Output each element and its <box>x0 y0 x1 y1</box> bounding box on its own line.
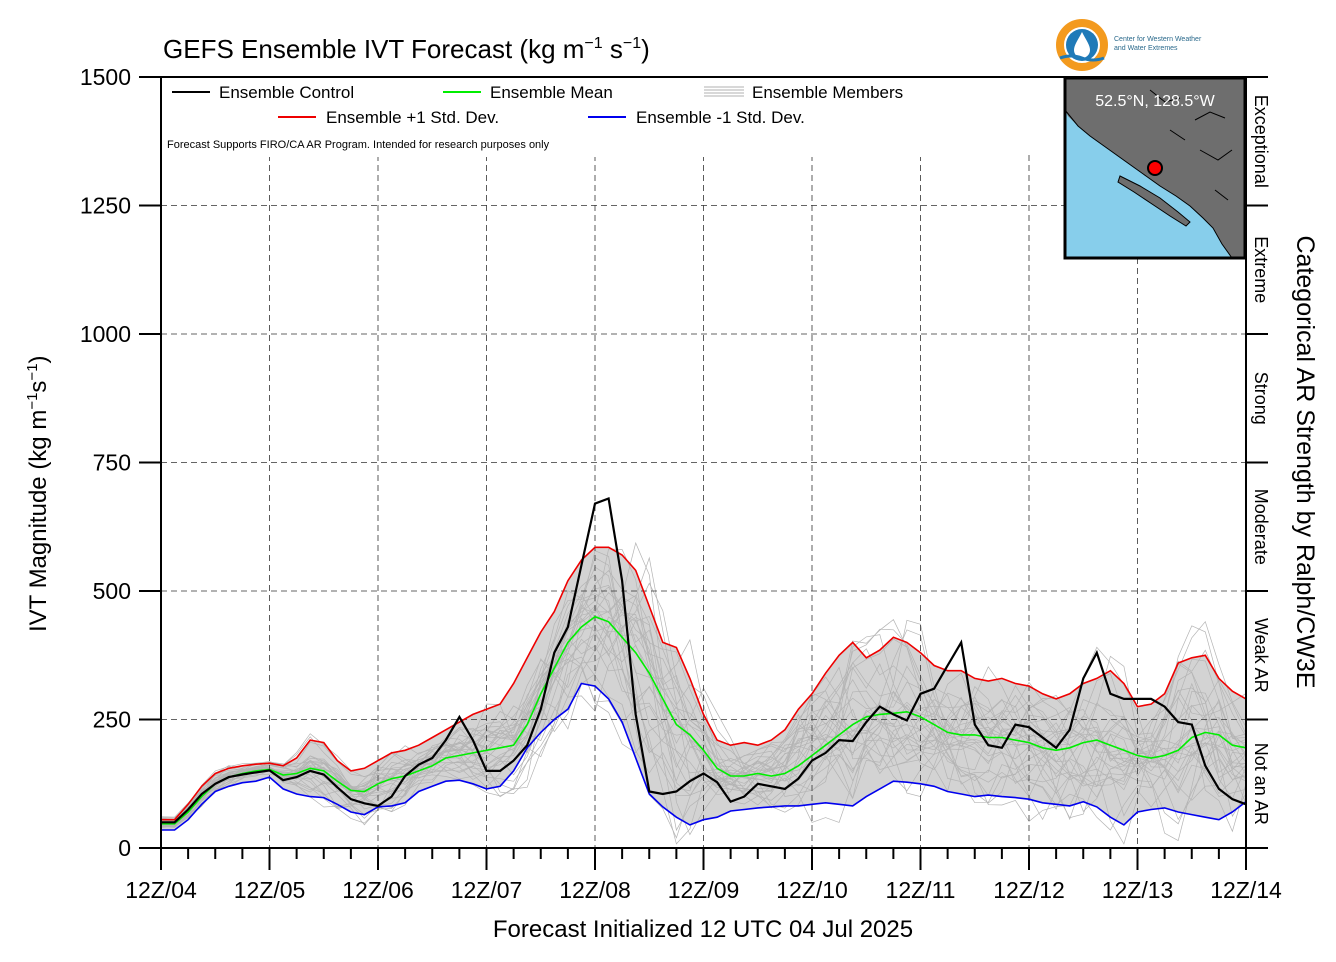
x-tick-label: 12Z/04 <box>125 877 197 903</box>
ylabel-sup-1: −1 <box>24 393 41 410</box>
category-label: Not an AR <box>1251 743 1271 825</box>
ensemble-mean-line <box>161 615 1247 825</box>
category-label: Extreme <box>1251 236 1271 303</box>
y-tick-label: 0 <box>118 835 131 861</box>
ensemble-member-line <box>160 569 1247 828</box>
logo-text-line1: Center for Western Weather <box>1114 36 1202 43</box>
water-drop-icon <box>1074 32 1090 58</box>
x-tick-label: 12Z/12 <box>993 877 1065 903</box>
ylabel-sup-2: −1 <box>24 363 41 380</box>
ylabel-end: ) <box>25 355 52 363</box>
ensemble-member-line <box>160 656 1247 831</box>
category-label: Strong <box>1251 372 1271 425</box>
x-tick-label: 12Z/05 <box>234 877 306 903</box>
ensemble-member-line <box>160 608 1247 822</box>
series-lines <box>161 496 1247 831</box>
x-tick-label: 12Z/08 <box>559 877 631 903</box>
x-tick-label: 12Z/07 <box>451 877 523 903</box>
y-tick-label: 1000 <box>80 321 131 347</box>
ensemble-member-line <box>160 646 1247 823</box>
y-tick-label: 250 <box>93 707 131 733</box>
x-axis-label: Forecast Initialized 12 UTC 04 Jul 2025 <box>493 916 913 943</box>
legend-control-label: Ensemble Control <box>219 83 354 102</box>
category-label: Moderate <box>1251 489 1271 565</box>
title-text: GEFS Ensemble IVT Forecast (kg m <box>163 34 584 64</box>
y-tick-label: 1250 <box>80 193 131 219</box>
legend-minus-std-label: Ensemble -1 Std. Dev. <box>636 108 805 127</box>
right-axis-label: Categorical AR Strength by Ralph/CW3E <box>1291 236 1319 689</box>
x-tick-label: 12Z/10 <box>776 877 848 903</box>
inset-island <box>1118 176 1190 226</box>
category-label: Weak AR <box>1251 618 1271 693</box>
logo-text-line2: and Water Extremes <box>1114 45 1178 52</box>
axis-ticks <box>139 76 1268 870</box>
chart-title: GEFS Ensemble IVT Forecast (kg m−1 s−1) <box>163 34 650 64</box>
category-labels: Not an AR Weak AR Moderate Strong Extreme Exc… <box>1251 95 1271 825</box>
legend-plus-std-label: Ensemble +1 Std. Dev. <box>326 108 499 127</box>
inset-coastline <box>1064 109 1233 259</box>
ensemble-member-line <box>160 644 1247 825</box>
inset-frame <box>1063 76 1247 260</box>
x-tick-label: 12Z/11 <box>886 877 956 903</box>
title-mid: s <box>603 34 623 64</box>
title-sup-2: −1 <box>623 35 641 52</box>
ensemble-1-std-dev-line <box>161 546 1247 821</box>
ensemble-member-line <box>160 616 1247 842</box>
legend: Ensemble Control Ensemble Mean Ensemble … <box>163 79 963 157</box>
ylabel-text: IVT Magnitude (kg m <box>25 410 52 632</box>
ensemble-control-line <box>161 496 1247 824</box>
location-marker <box>1147 160 1163 176</box>
y-tick-labels: 0 250 500 750 1000 1250 1500 <box>80 64 131 861</box>
ensemble-member-line <box>160 592 1247 826</box>
x-tick-label: 12Z/06 <box>342 877 414 903</box>
ensemble-1-std-dev-line <box>161 682 1247 831</box>
title-end: ) <box>641 34 650 64</box>
x-tick-labels: 12Z/04 12Z/05 12Z/06 12Z/07 12Z/08 12Z/09 12Z/… <box>125 877 1282 903</box>
logo-ring <box>1056 19 1108 71</box>
research-note: Forecast Supports FIRO/CA AR Program. In… <box>167 139 550 151</box>
ylabel-mid: s <box>25 381 52 393</box>
y-tick-label: 500 <box>93 578 131 604</box>
title-sup-1: −1 <box>584 35 602 52</box>
x-tick-label: 12Z/13 <box>1102 877 1174 903</box>
legend-members-label: Ensemble Members <box>752 83 903 102</box>
legend-members-swatch <box>704 86 744 97</box>
x-tick-label: 12Z/14 <box>1210 877 1282 903</box>
legend-mean-label: Ensemble Mean <box>490 83 613 102</box>
location-inset-map: 52.5°N, 128.5°W <box>1063 76 1247 260</box>
cw3e-logo: Center for Western Weather and Water Ext… <box>1056 19 1202 71</box>
ensemble-member-line <box>160 574 1247 845</box>
inset-location-label: 52.5°N, 128.5°W <box>1095 93 1215 110</box>
y-tick-label: 1500 <box>80 64 131 90</box>
grid-lines <box>161 155 1246 848</box>
ensemble-member-line <box>160 593 1247 839</box>
y-axis-label: IVT Magnitude (kg m−1s−1) <box>24 355 52 632</box>
inset-island-outline <box>1117 175 1191 227</box>
inset-rivers <box>1149 89 1233 201</box>
category-label: Exceptional <box>1251 95 1271 188</box>
logo-waves <box>1059 54 1105 62</box>
x-tick-label: 12Z/09 <box>668 877 740 903</box>
y-tick-label: 750 <box>93 450 131 476</box>
